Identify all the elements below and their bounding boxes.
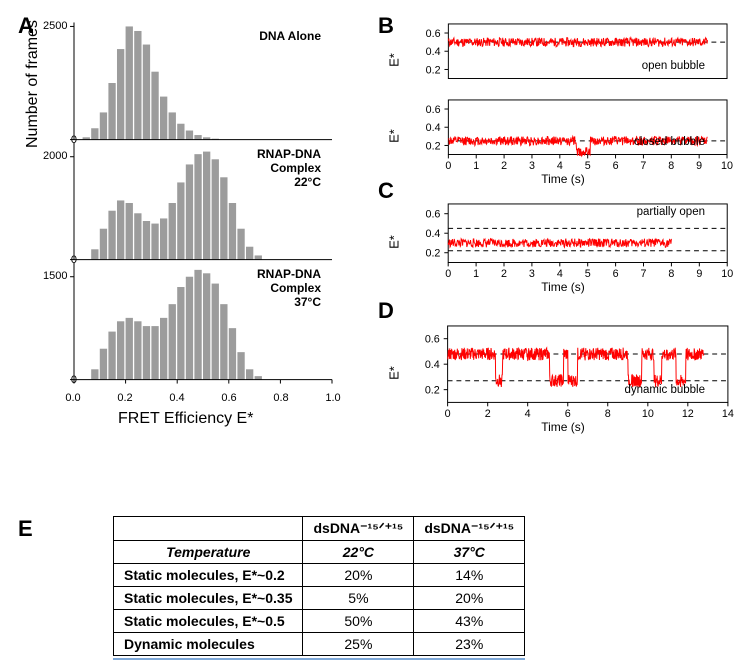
panel-label-c: C [378,178,394,204]
table-cell: 25% [303,633,414,656]
svg-text:0.2: 0.2 [426,140,441,152]
table-cell: 20% [414,587,525,610]
table-row-label: Dynamic molecules [114,633,303,656]
hist-label: RNAP-DNAComplex22°C [257,148,321,189]
table-temp-22: 22°C [303,541,414,564]
panel-e-table: dsDNA⁻¹⁵ᐟ⁺¹⁵ dsDNA⁻¹⁵ᐟ⁺¹⁵ Temperature 22… [113,516,525,656]
svg-text:10: 10 [721,268,733,280]
svg-text:12: 12 [682,408,694,420]
svg-text:6: 6 [613,268,619,280]
table-row-label: Static molecules, E*~0.2 [114,564,303,587]
svg-text:14: 14 [722,408,734,420]
svg-text:4: 4 [525,408,531,420]
svg-text:8: 8 [668,268,674,280]
svg-text:7: 7 [641,268,647,280]
svg-text:0.2: 0.2 [426,64,441,76]
table-row-label: Static molecules, E*~0.35 [114,587,303,610]
svg-text:7: 7 [640,160,646,172]
svg-text:3: 3 [529,160,535,172]
svg-text:0.6: 0.6 [426,104,441,116]
svg-text:6: 6 [565,408,571,420]
svg-text:2: 2 [501,268,507,280]
svg-text:4: 4 [557,268,563,280]
svg-text:0.4: 0.4 [425,228,440,240]
svg-text:0: 0 [445,160,451,172]
hist-label: RNAP-DNAComplex37°C [257,268,321,309]
svg-text:8: 8 [668,160,674,172]
svg-text:5: 5 [585,268,591,280]
svg-text:5: 5 [585,160,591,172]
panel-label-b: B [378,13,394,39]
svg-text:0.4: 0.4 [426,46,441,58]
table-temp-37: 37°C [414,541,525,564]
table-cell: 14% [414,564,525,587]
svg-text:1: 1 [473,268,479,280]
table-cell: 20% [303,564,414,587]
svg-text:3: 3 [529,268,535,280]
svg-text:0.2: 0.2 [425,248,440,260]
table-cell: 50% [303,610,414,633]
panel-e-table-wrap: dsDNA⁻¹⁵ᐟ⁺¹⁵ dsDNA⁻¹⁵ᐟ⁺¹⁵ Temperature 22… [113,516,525,660]
svg-text:4: 4 [557,160,563,172]
table-cell: 23% [414,633,525,656]
panel-a-xlabel: FRET Efficiency E* [118,410,253,428]
svg-text:9: 9 [696,160,702,172]
svg-text:0.6: 0.6 [426,28,441,40]
svg-text:2: 2 [485,408,491,420]
table-cell: 5% [303,587,414,610]
svg-text:10: 10 [721,160,733,172]
table-col-header: dsDNA⁻¹⁵ᐟ⁺¹⁵ [414,517,525,541]
svg-text:0.6: 0.6 [425,334,440,346]
table-row-label: Static molecules, E*~0.5 [114,610,303,633]
svg-text:0.4: 0.4 [425,359,440,371]
hist-label: DNA Alone [259,30,321,44]
svg-text:0.6: 0.6 [425,209,440,221]
svg-text:0: 0 [445,268,451,280]
svg-text:0.4: 0.4 [426,122,441,134]
svg-text:0.2: 0.2 [425,385,440,397]
svg-text:8: 8 [605,408,611,420]
svg-text:0: 0 [445,408,451,420]
svg-text:10: 10 [642,408,654,420]
table-cell: 43% [414,610,525,633]
table-col-header: dsDNA⁻¹⁵ᐟ⁺¹⁵ [303,517,414,541]
svg-text:2: 2 [501,160,507,172]
panel-a-ylabel: Number of frames [24,20,42,148]
svg-text:9: 9 [696,268,702,280]
svg-text:6: 6 [613,160,619,172]
panel-label-e: E [18,516,33,542]
table-temp-label: Temperature [114,541,303,564]
svg-text:1: 1 [473,160,479,172]
figure: A B C D E Number of frames FRET Efficien… [18,18,737,654]
panel-label-d: D [378,298,394,324]
